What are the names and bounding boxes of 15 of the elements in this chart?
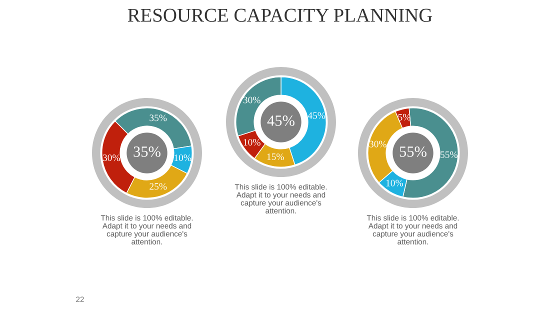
data-label: 30%: [102, 154, 120, 162]
data-label: 10%: [244, 139, 260, 146]
text: 55%: [400, 146, 426, 157]
data-label: 30%: [369, 140, 386, 148]
text: 35%: [134, 146, 160, 157]
text: RESOURCE CAPACITY PLANNING: [128, 8, 432, 22]
data-label: 35%: [150, 114, 167, 122]
data-label: 25%: [150, 183, 167, 190]
data-label: 10%: [174, 154, 192, 162]
data-label: 10%: [386, 180, 404, 186]
data-label: 55%: [440, 151, 458, 158]
data-label: 15%: [267, 153, 284, 160]
data-label: 30%: [243, 96, 260, 104]
data-label: 45%: [308, 112, 326, 119]
text: 45%: [267, 116, 294, 126]
